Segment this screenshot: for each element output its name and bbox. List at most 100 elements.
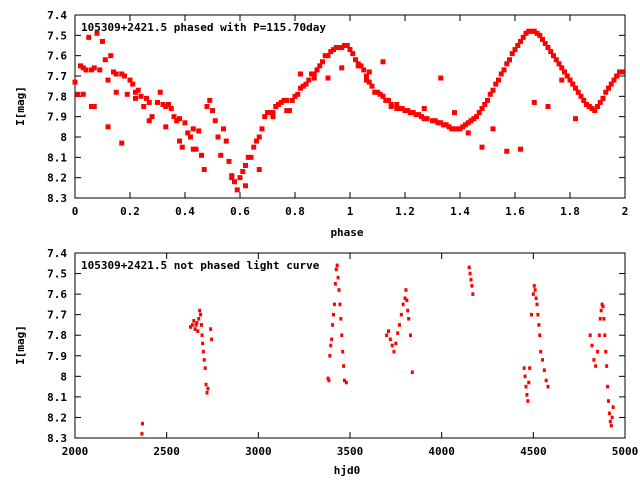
- data-point: [333, 45, 339, 51]
- data-point: [72, 79, 78, 85]
- x-tick-label: 1.2: [395, 205, 415, 218]
- data-point: [195, 321, 199, 325]
- data-point: [338, 302, 342, 307]
- data-point: [339, 65, 345, 71]
- data-point: [328, 49, 334, 55]
- data-point: [198, 308, 202, 313]
- data-point: [364, 77, 369, 83]
- data-point: [193, 146, 199, 152]
- y-tick-label: 8.3: [47, 192, 67, 205]
- data-point: [410, 370, 414, 375]
- data-point: [135, 87, 141, 93]
- data-point: [468, 118, 474, 124]
- data-point: [614, 73, 620, 79]
- data-point: [397, 106, 402, 112]
- y-tick-label: 8.3: [47, 432, 67, 445]
- data-point: [573, 85, 578, 91]
- data-point: [105, 124, 111, 130]
- data-point: [394, 101, 400, 107]
- data-point: [595, 104, 600, 109]
- data-point: [394, 106, 400, 112]
- data-point: [524, 384, 528, 389]
- data-point: [528, 366, 532, 370]
- data-point: [399, 312, 403, 317]
- data-point: [89, 104, 94, 109]
- x-tick-label: 1.4: [450, 205, 470, 218]
- data-point: [600, 302, 604, 307]
- data-point: [298, 71, 303, 77]
- data-point: [177, 116, 182, 122]
- data-point: [196, 329, 200, 333]
- data-point: [339, 45, 345, 51]
- data-point: [490, 126, 496, 132]
- data-point: [531, 99, 537, 105]
- data-point: [340, 333, 344, 338]
- data-point: [91, 65, 97, 71]
- data-point: [259, 126, 265, 132]
- data-point: [479, 106, 485, 112]
- data-point: [512, 47, 518, 53]
- data-point: [262, 114, 268, 120]
- data-point: [601, 304, 605, 309]
- data-point: [337, 288, 341, 292]
- data-point: [599, 308, 603, 313]
- data-point: [394, 341, 398, 346]
- data-point: [410, 110, 416, 116]
- data-point: [265, 110, 270, 116]
- data-point: [100, 38, 105, 44]
- data-point: [375, 89, 380, 95]
- data-point: [441, 122, 446, 128]
- data-point: [467, 265, 471, 270]
- axis-ticks-top: 0 0.2 0.4 0.6 0.8 1 1.2 1.4 1.6 1.8 2 7.4 7.5 7.6 7.7 7…: [47, 9, 628, 218]
- data-point: [215, 134, 221, 140]
- data-point: [322, 53, 328, 59]
- data-point: [89, 67, 94, 73]
- data-point: [605, 364, 609, 368]
- data-point: [364, 73, 369, 79]
- data-point: [309, 71, 314, 77]
- data-point: [463, 122, 468, 128]
- data-point: [355, 63, 361, 69]
- data-point: [218, 152, 224, 158]
- data-point: [498, 71, 504, 77]
- data-point: [361, 67, 367, 73]
- data-point: [551, 53, 556, 59]
- data-point: [413, 112, 419, 118]
- data-point: [343, 378, 346, 383]
- y-axis-label-top: I[mag]: [14, 86, 27, 126]
- data-point: [270, 110, 276, 116]
- data-point: [243, 162, 248, 168]
- data-point: [470, 284, 474, 288]
- data-point: [540, 36, 545, 42]
- data-point: [409, 333, 412, 338]
- data-point: [531, 292, 535, 296]
- data-point: [342, 43, 347, 48]
- data-point: [485, 97, 490, 103]
- data-point: [234, 187, 240, 193]
- data-point: [353, 57, 358, 63]
- data-point: [287, 108, 292, 114]
- data-point: [570, 81, 576, 87]
- data-point: [589, 106, 595, 112]
- data-point: [406, 308, 410, 313]
- data-point: [402, 108, 408, 114]
- data-point: [471, 292, 475, 296]
- chart-title-bottom: 105309+2421.5 not phased light curve: [81, 259, 320, 272]
- data-point: [399, 106, 405, 112]
- data-point: [388, 337, 392, 342]
- y-tick-label: 7.9: [47, 350, 67, 363]
- data-point: [553, 57, 559, 63]
- data-point: [202, 358, 206, 362]
- data-point: [303, 81, 309, 87]
- x-tick-label: 2500: [153, 445, 180, 458]
- data-point: [501, 67, 507, 73]
- y-tick-label: 8.2: [47, 172, 67, 185]
- data-point: [174, 118, 180, 124]
- data-point: [306, 77, 312, 83]
- x-tick-label: 4000: [428, 445, 455, 458]
- data-point: [146, 99, 152, 105]
- x-tick-label: 2000: [62, 445, 89, 458]
- x-tick-label: 5000: [612, 445, 639, 458]
- data-point: [298, 85, 303, 91]
- data-point: [185, 130, 191, 136]
